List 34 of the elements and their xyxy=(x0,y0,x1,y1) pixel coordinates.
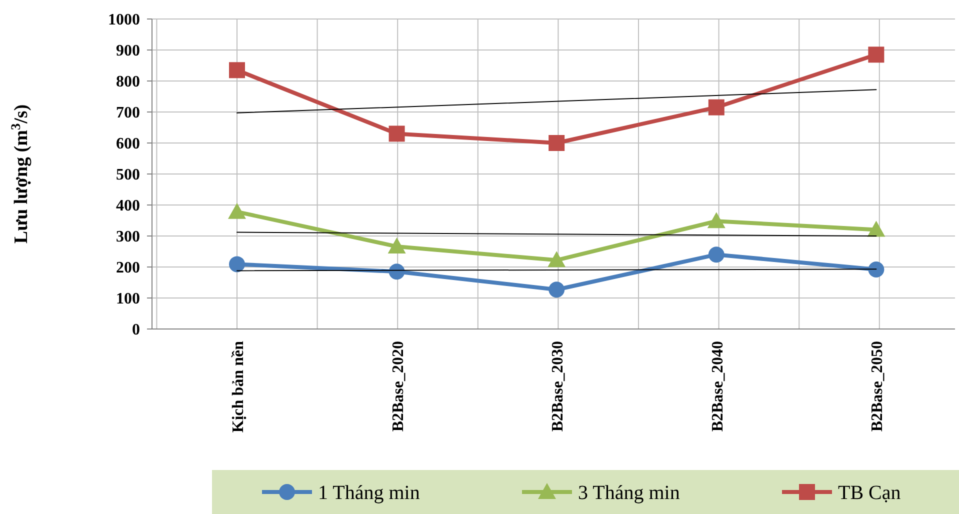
y-tick-label: 800 xyxy=(116,74,140,91)
point xyxy=(548,135,565,151)
point xyxy=(229,62,245,78)
y-tick-label: 300 xyxy=(116,228,140,246)
point xyxy=(708,99,724,116)
point xyxy=(388,126,405,142)
legend-label: 1 Tháng min xyxy=(318,482,420,504)
y-tick-label: 100 xyxy=(116,290,140,308)
point xyxy=(708,246,724,263)
legend-label: TB Cạn xyxy=(838,482,901,504)
point xyxy=(868,261,884,278)
point xyxy=(229,256,245,272)
point xyxy=(388,238,406,254)
y-tick-label: 900 xyxy=(116,42,140,60)
point xyxy=(867,220,886,237)
y-tick-label: 1000 xyxy=(108,12,140,29)
x-tick-label: Kịch bản nền xyxy=(230,340,247,433)
point xyxy=(228,202,246,219)
point xyxy=(707,212,726,228)
point xyxy=(388,264,405,280)
x-tick-label: B2Base_2020 xyxy=(390,341,407,432)
y-tick-label: 200 xyxy=(116,260,140,277)
legend-label: 3 Tháng min xyxy=(578,482,680,504)
point xyxy=(868,46,884,63)
y-tick-label: 700 xyxy=(116,104,140,122)
y-tick-label: 0 xyxy=(132,322,140,339)
y-tick-label: 600 xyxy=(116,136,140,153)
x-tick-label: B2Base_2040 xyxy=(709,341,726,432)
point xyxy=(548,251,566,268)
x-tick-label: B2Base_2050 xyxy=(869,341,886,432)
y-tick-label: 500 xyxy=(116,166,140,184)
y-tick-label: 400 xyxy=(116,198,140,215)
point xyxy=(548,282,565,298)
x-tick-label: B2Base_2030 xyxy=(550,341,567,432)
